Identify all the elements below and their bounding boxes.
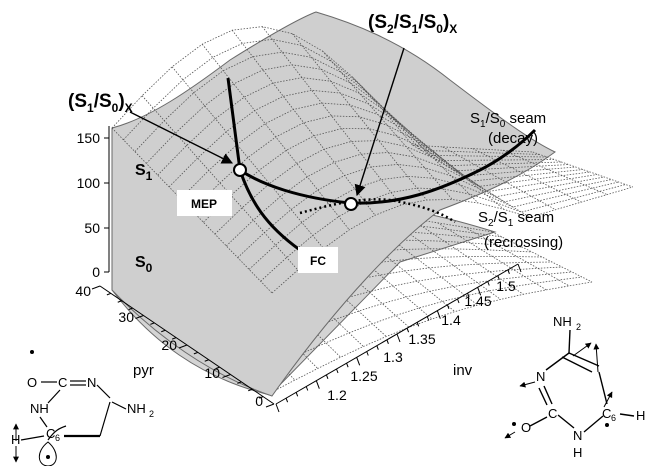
svg-text:NH: NH (553, 314, 572, 329)
svg-text:6: 6 (611, 413, 616, 423)
mep-box: MEP (177, 190, 232, 216)
inv-axis-label: inv (453, 362, 473, 379)
inv-axis-tick (316, 381, 319, 389)
inv-axis-tick (427, 317, 429, 321)
svg-text:O: O (27, 375, 37, 390)
energy-axis: 150 100 50 0 (77, 126, 109, 280)
vibration-arrow (505, 432, 515, 438)
pyr-tick-label: 30 (118, 309, 134, 325)
svg-text:NH: NH (30, 401, 49, 416)
svg-text:N: N (573, 428, 582, 443)
svg-text:N: N (536, 369, 545, 384)
inv-tick-label: 1.45 (464, 293, 491, 309)
inv-axis-tick (357, 357, 360, 365)
svg-text:MEP: MEP (191, 197, 217, 211)
svg-text:N: N (87, 375, 96, 390)
s2s1-seam-sublabel: (recrossing) (484, 234, 563, 251)
radical-dot (30, 350, 34, 354)
svg-text:2: 2 (149, 409, 154, 419)
vibration-arrow (520, 382, 535, 386)
svg-text:FC: FC (310, 254, 326, 268)
s1s0-conical-point (234, 164, 246, 176)
inv-axis-tick (276, 404, 279, 412)
svg-text:C: C (602, 406, 611, 421)
inv-tick-label: 1.2 (327, 387, 347, 403)
inv-axis-tick (367, 352, 369, 356)
inv-axis-tick (488, 282, 490, 286)
pyr-axis-tick (266, 404, 274, 407)
pyr-tick-label: 10 (204, 365, 220, 381)
inv-tick-label: 1.25 (350, 368, 377, 384)
svg-text:2: 2 (576, 322, 581, 332)
pyr-axis-tick (92, 286, 100, 289)
vibration-arrow (573, 343, 591, 356)
inv-axis-tick (518, 264, 521, 272)
inv-axis-tick (306, 387, 308, 391)
inv-axis-tick (286, 398, 288, 402)
vibration-arrow (596, 344, 598, 372)
pyr-tick-label: 40 (75, 283, 91, 299)
s2s1s0-conical-label: (S2/S1/S0)X (368, 12, 457, 36)
svg-text:H: H (636, 408, 645, 423)
pyr-tick-label: 0 (255, 393, 263, 409)
inv-axis-tick (377, 346, 379, 350)
svg-text:NH: NH (127, 401, 146, 416)
pyr-axis-label: pyr (133, 362, 154, 379)
svg-text:C: C (58, 375, 67, 390)
inv-tick-label: 1.5 (496, 278, 516, 294)
energy-tick-label: 0 (92, 264, 100, 280)
inv-tick-label: 1.3 (383, 349, 403, 365)
inv-tick-label: 1.35 (408, 331, 435, 347)
radical-dot (605, 423, 609, 427)
p-orbital-lobe (39, 442, 56, 466)
pyr-axis-tick (107, 293, 111, 295)
inv-axis-tick (326, 375, 328, 379)
s1s0-seam-sublabel: (decay) (488, 130, 538, 147)
svg-text:C: C (548, 406, 557, 421)
svg-text:O: O (521, 420, 531, 435)
radical-dot (46, 455, 50, 459)
inv-axis-tick (437, 311, 440, 319)
svg-text:H: H (573, 445, 582, 460)
inv-axis-tick (447, 305, 449, 309)
inv-axis-tick (387, 340, 389, 344)
right-molecule-structure: NH 2 N C O N H C 6 H (505, 314, 645, 460)
s2s1s0-conical-point (345, 198, 357, 210)
inv-axis-tick (296, 392, 298, 396)
inv-tick-label: 1.4 (441, 312, 461, 328)
inv-axis-tick (417, 322, 419, 326)
s1s0-conical-label: (S1/S0)X (68, 91, 133, 115)
inv-axis-tick (347, 363, 349, 367)
energy-tick-label: 100 (77, 175, 101, 191)
inv-axis-tick (458, 299, 460, 303)
inv-axis-tick (337, 369, 339, 373)
energy-tick-label: 150 (77, 130, 101, 146)
energy-tick-label: 50 (84, 220, 100, 236)
inv-axis-tick (397, 334, 400, 342)
pyr-tick-label: 20 (161, 337, 177, 353)
radical-dot (512, 422, 516, 426)
s2s1-seam-label: S2/S1 seam (478, 209, 554, 229)
svg-text:6: 6 (55, 433, 60, 443)
fc-box: FC (298, 247, 338, 273)
